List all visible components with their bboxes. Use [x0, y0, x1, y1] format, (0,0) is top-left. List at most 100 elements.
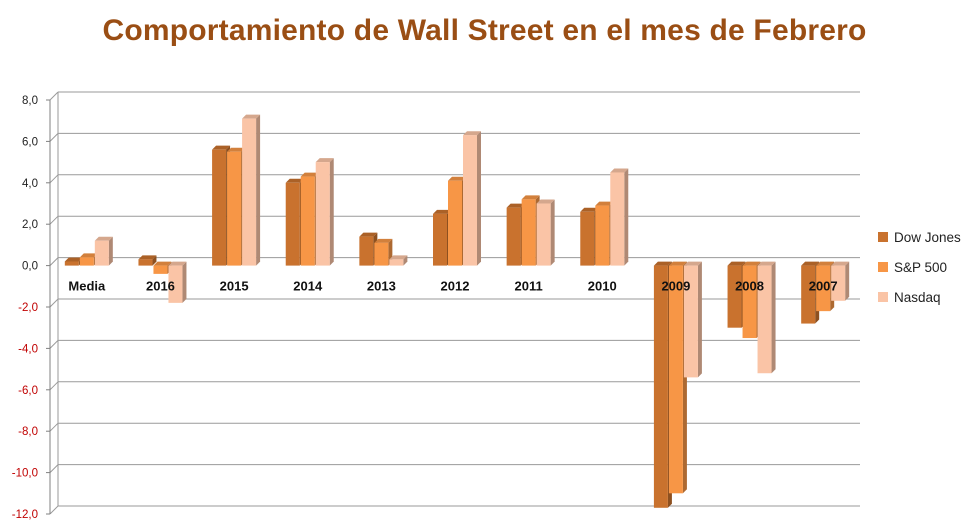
bar-top	[610, 168, 629, 173]
bar-top	[242, 114, 261, 119]
bar-top	[595, 201, 614, 206]
bar-top	[742, 261, 761, 266]
bar-top	[683, 261, 702, 266]
legend-label: S&P 500	[894, 259, 948, 275]
bar-front	[359, 236, 374, 266]
bar-side	[329, 158, 334, 266]
y-tick-label: -12,0	[12, 509, 38, 521]
bar-front	[816, 265, 831, 312]
bar	[757, 261, 776, 374]
bar	[683, 261, 702, 378]
gridline-diagonal	[49, 422, 59, 432]
y-tick-label: -4,0	[18, 343, 38, 355]
x-tick-label: 2011	[515, 279, 543, 294]
bar-top	[580, 207, 599, 212]
bar-front	[801, 265, 816, 324]
legend-item-nasdaq: Nasdaq	[878, 282, 961, 312]
x-tick-label: Media	[68, 279, 106, 294]
bar-top	[227, 147, 246, 152]
bar-front	[448, 180, 462, 266]
x-tick-label: 2010	[588, 279, 617, 294]
y-tick-label: 0,0	[22, 261, 38, 273]
bar-side	[256, 114, 261, 266]
bar-top	[300, 172, 319, 177]
y-tick-label: 8,0	[22, 95, 38, 107]
bar-top	[153, 261, 172, 266]
bar-front	[300, 176, 315, 266]
legend-label: Nasdaq	[894, 289, 941, 305]
gridline-diagonal	[49, 257, 59, 266]
y-tick-label: 2,0	[22, 219, 38, 231]
gridline-diagonal	[49, 174, 59, 184]
bar-front	[742, 265, 757, 339]
bar-side	[477, 131, 481, 266]
x-tick-label: 2009	[661, 279, 690, 294]
bar-top	[64, 257, 83, 262]
bar-front	[757, 265, 772, 374]
bar-top	[506, 203, 525, 208]
gridline-diagonal	[49, 298, 59, 308]
bar-front	[595, 205, 610, 266]
bar-side	[152, 255, 157, 266]
bar-front	[463, 135, 477, 266]
bar-side	[403, 255, 408, 266]
y-tick-label: -10,0	[12, 468, 38, 480]
bar-top	[433, 209, 451, 214]
bar	[168, 261, 187, 303]
bar-side	[845, 261, 850, 301]
bar	[138, 255, 157, 266]
bar-top	[168, 261, 187, 266]
bar-top	[463, 131, 481, 136]
bar-front	[315, 162, 330, 266]
legend-swatch	[878, 262, 888, 272]
bar	[389, 255, 408, 266]
bar-front	[831, 265, 846, 301]
bar-front	[79, 257, 94, 266]
bar-front	[668, 265, 683, 494]
bar-side	[550, 199, 555, 266]
bar-top	[757, 261, 776, 266]
x-tick-label: 2014	[293, 279, 323, 294]
bar-front	[94, 240, 109, 266]
x-tick-label: 2008	[735, 279, 764, 294]
legend: Dow Jones S&P 500 Nasdaq	[878, 222, 961, 312]
y-tick-label: -6,0	[18, 385, 38, 397]
bar-top	[536, 199, 555, 204]
bar-front	[727, 265, 742, 328]
bar-top	[79, 253, 98, 258]
x-tick-label: 2012	[441, 279, 470, 294]
bar	[242, 114, 261, 266]
bar-front	[212, 149, 227, 266]
bar-front	[227, 151, 242, 266]
bar-top	[831, 261, 850, 266]
legend-swatch	[878, 292, 888, 302]
bar-top	[816, 261, 835, 266]
legend-swatch	[878, 232, 888, 242]
y-axis: 8,0 6,0 4,0 2,0 0,0 -2,0 -4,0 -6,0 -8,0 -10,0 -12,…	[12, 95, 51, 521]
bar	[463, 131, 481, 266]
bar-front	[683, 265, 698, 378]
gridline-diagonal	[49, 340, 59, 349]
bar-top	[374, 238, 393, 243]
bar-front	[374, 242, 389, 266]
bar-front	[521, 199, 536, 266]
y-tick-label: 4,0	[22, 178, 38, 190]
legend-item-dow-jones: Dow Jones	[878, 222, 961, 252]
bar-front	[610, 172, 625, 266]
bar-top	[389, 255, 408, 260]
bar-front	[580, 211, 595, 266]
bar-side	[624, 168, 629, 266]
bar	[315, 158, 334, 266]
bar-side	[771, 261, 776, 374]
bar-side	[108, 236, 113, 266]
chart-title: Comportamiento de Wall Street en el mes …	[102, 14, 867, 47]
x-tick-label: 2007	[809, 279, 838, 294]
bar	[536, 199, 555, 266]
legend-label: Dow Jones	[894, 229, 961, 245]
bar-front	[285, 182, 300, 266]
bar-front	[64, 261, 79, 266]
bar-front	[433, 213, 447, 266]
bar-side	[697, 261, 702, 378]
bar-top	[285, 178, 304, 183]
